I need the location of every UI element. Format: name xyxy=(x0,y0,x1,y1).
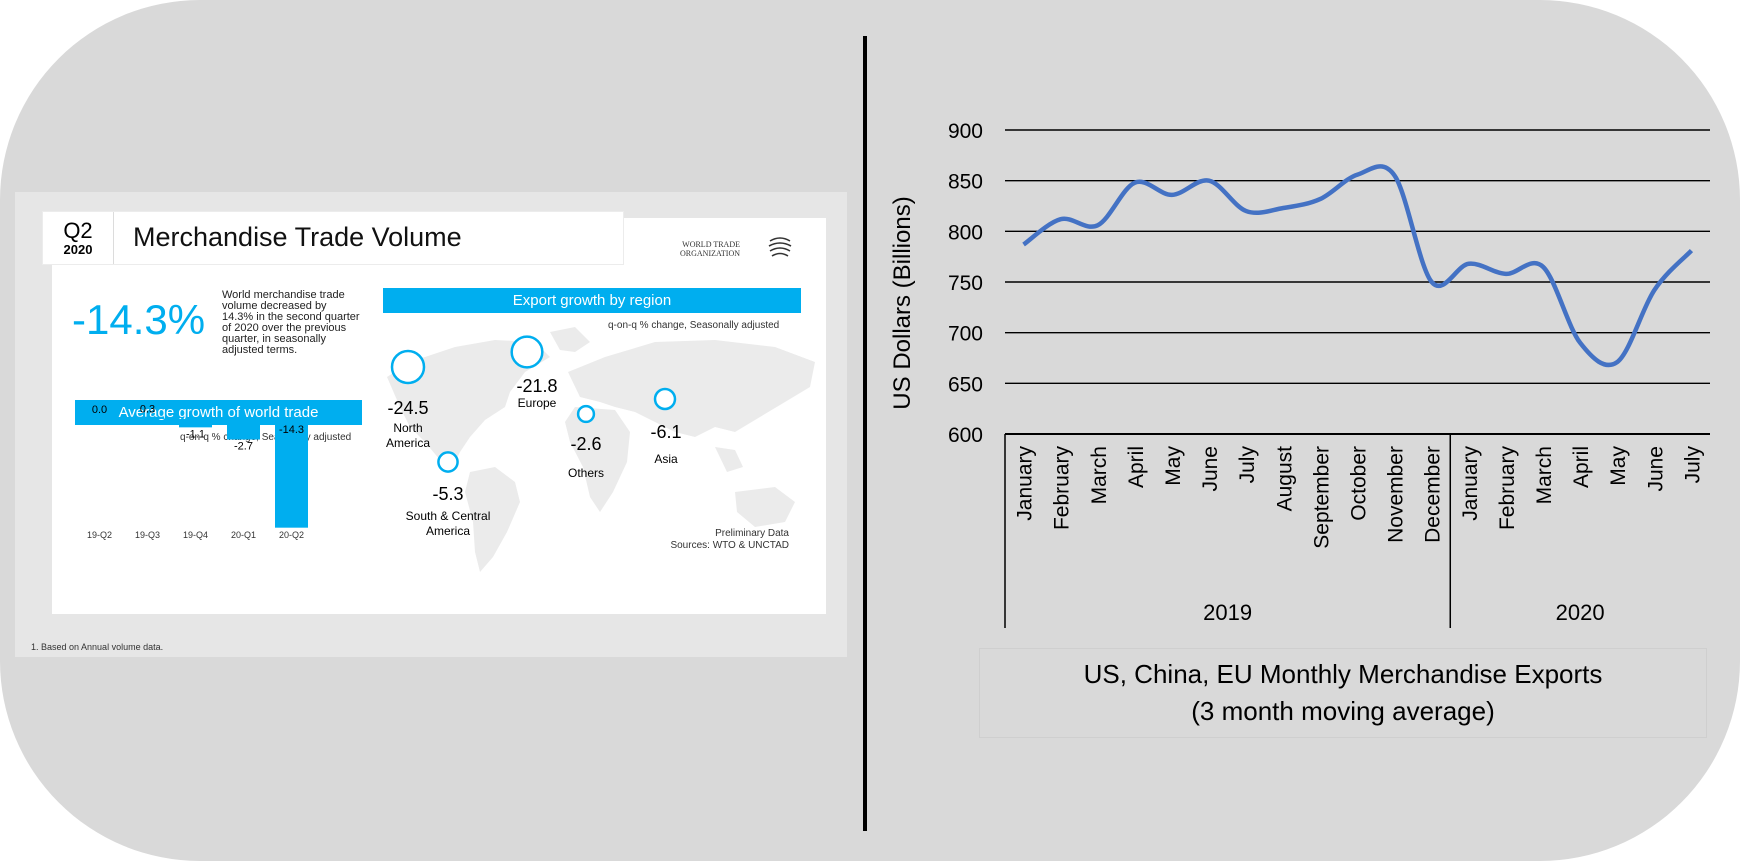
month-label: June xyxy=(1644,446,1667,492)
quarter-year: 2020 xyxy=(63,242,93,257)
region-name-label: Others xyxy=(568,466,604,480)
region-bubble xyxy=(510,335,544,369)
month-label: July xyxy=(1681,446,1704,484)
avg-growth-bar xyxy=(275,419,308,528)
infographic-title: Merchandise Trade Volume xyxy=(133,222,462,252)
region-bubble xyxy=(576,404,596,424)
footnote: 1. Based on Annual volume data. xyxy=(31,642,164,652)
month-label: June xyxy=(1199,446,1222,492)
region-name-label: America xyxy=(426,524,470,538)
wto-infographic: Q2 2020 Merchandise Trade Volume WORLD T… xyxy=(15,192,847,657)
export-growth-title: Export growth by region xyxy=(383,288,801,313)
region-bubble xyxy=(437,451,459,473)
preliminary-note: Preliminary Data Sources: WTO & UNCTAD xyxy=(575,528,789,552)
avg-growth-value-label: -2.7 xyxy=(234,441,253,453)
month-label: April xyxy=(1570,446,1593,488)
wto-name-line2: ORGANIZATION xyxy=(680,249,740,258)
month-label: January xyxy=(1014,446,1037,521)
preliminary-text: Preliminary Data xyxy=(715,528,789,539)
quarter-label: Q2 xyxy=(63,218,93,243)
region-value-label: -24.5 xyxy=(387,398,428,418)
headline-description: World merchandise trade volume decreased… xyxy=(222,289,360,356)
avg-growth-note: q-on-q % change, Seasonally adjusted xyxy=(180,432,352,443)
wto-logo-icon xyxy=(768,237,792,257)
avg-growth-category-label: 20-Q2 xyxy=(279,530,304,540)
y-tick-label: 750 xyxy=(948,272,983,295)
region-name-label: North xyxy=(393,421,422,435)
chart-title-box: US, China, EU Monthly Merchandise Export… xyxy=(979,648,1707,738)
headline-value: -14.3% xyxy=(72,296,206,343)
region-name-label: Asia xyxy=(654,452,678,466)
region-name-label: America xyxy=(386,436,430,450)
region-bubble xyxy=(653,387,677,411)
month-label: February xyxy=(1496,446,1519,531)
exports-series-line xyxy=(1022,164,1694,368)
region-value-label: -6.1 xyxy=(650,422,681,442)
region-name-label: South & Central xyxy=(406,509,491,523)
avg-growth-title: Average growth of world trade xyxy=(75,400,362,425)
wto-name: WORLD TRADE ORGANIZATION xyxy=(680,240,740,258)
avg-growth-value-label: 0.3 xyxy=(140,404,155,416)
avg-growth-category-label: 19-Q3 xyxy=(135,530,160,540)
avg-growth-bar xyxy=(179,419,212,428)
month-label: November xyxy=(1385,446,1408,543)
region-name-label: Europe xyxy=(518,396,557,410)
chart-title: US, China, EU Monthly Merchandise Export… xyxy=(1083,659,1603,689)
year-label: 2020 xyxy=(1556,600,1605,625)
y-tick-label: 900 xyxy=(948,120,983,143)
region-value-label: -2.6 xyxy=(570,434,601,454)
month-label: March xyxy=(1088,446,1111,504)
title-box: Q2 2020 Merchandise Trade Volume xyxy=(43,212,623,264)
avg-growth-bar xyxy=(131,416,164,419)
month-label: October xyxy=(1348,446,1371,521)
sources-text: Sources: WTO & UNCTAD xyxy=(670,540,789,551)
region-bubble xyxy=(390,349,426,385)
month-label: January xyxy=(1459,446,1482,521)
year-label: 2019 xyxy=(1203,600,1252,625)
world-map xyxy=(387,327,815,572)
region-value-label: -21.8 xyxy=(516,376,557,396)
avg-growth-category-label: 19-Q2 xyxy=(87,530,112,540)
avg-growth-bar xyxy=(83,417,116,419)
avg-growth-bar-chart: 0.0 19-Q2 0.3 19-Q3 -1.1 19-Q4 -2.7 20-Q1 -14.3 2… xyxy=(83,404,308,540)
month-label: February xyxy=(1051,446,1074,531)
y-tick-label: 650 xyxy=(948,373,983,396)
avg-growth-category-label: 20-Q1 xyxy=(231,530,256,540)
month-label: May xyxy=(1162,446,1185,486)
month-label: May xyxy=(1607,446,1630,486)
region-value-label: -5.3 xyxy=(432,484,463,504)
y-axis-title: US Dollars (Billions) xyxy=(889,196,916,409)
month-label: July xyxy=(1236,446,1259,484)
avg-growth-bar xyxy=(227,419,260,440)
export-growth-note: q-on-q % change, Seasonally adjusted xyxy=(608,320,780,331)
y-tick-label: 850 xyxy=(948,171,983,194)
vertical-divider xyxy=(863,36,867,831)
month-label: September xyxy=(1310,446,1333,549)
y-tick-label: 600 xyxy=(948,424,983,447)
avg-growth-category-label: 19-Q4 xyxy=(183,530,208,540)
month-label: March xyxy=(1533,446,1556,504)
month-label: December xyxy=(1422,446,1445,543)
avg-growth-value-label: -1.1 xyxy=(186,428,205,440)
quarter-box: Q2 2020 xyxy=(43,212,114,264)
month-label: August xyxy=(1273,446,1296,512)
month-label: April xyxy=(1125,446,1148,488)
chart-subtitle: (3 month moving average) xyxy=(1191,696,1495,726)
y-tick-label: 700 xyxy=(948,323,983,346)
y-tick-label: 800 xyxy=(948,221,983,244)
avg-growth-value-label: -14.3 xyxy=(279,424,304,436)
wto-name-line1: WORLD TRADE xyxy=(682,240,740,249)
avg-growth-value-label: 0.0 xyxy=(92,404,107,416)
